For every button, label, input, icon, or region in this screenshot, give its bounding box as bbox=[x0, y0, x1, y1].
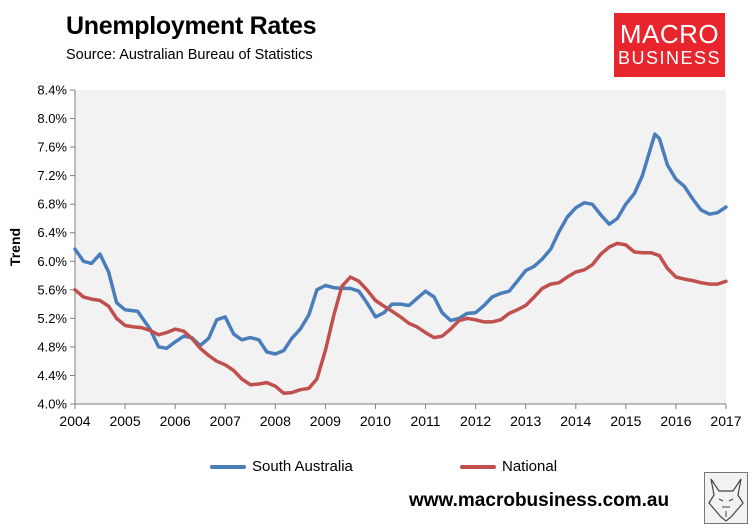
y-tick-label: 8.0% bbox=[37, 111, 67, 126]
y-tick-label: 8.4% bbox=[37, 83, 67, 98]
legend-swatch-national bbox=[460, 464, 496, 469]
legend-label-south-australia: South Australia bbox=[252, 458, 353, 475]
fox-sketch-icon bbox=[704, 472, 748, 524]
logo-line-2: BUSINESS bbox=[617, 48, 722, 68]
website-link[interactable]: www.macrobusiness.com.au bbox=[409, 490, 670, 511]
x-tick-label: 2007 bbox=[210, 413, 241, 429]
x-tick-label: 2008 bbox=[260, 413, 291, 429]
chart-title: Unemployment Rates bbox=[66, 12, 317, 40]
x-tick-label: 2012 bbox=[460, 413, 491, 429]
legend-label-national: National bbox=[502, 458, 558, 475]
y-axis-label: Trend bbox=[7, 228, 23, 266]
y-tick-label: 7.6% bbox=[37, 140, 67, 155]
y-tick-label: 5.2% bbox=[37, 311, 67, 326]
y-tick-label: 6.8% bbox=[37, 197, 67, 212]
x-tick-label: 2009 bbox=[310, 413, 341, 429]
x-tick-label: 2013 bbox=[510, 413, 541, 429]
legend-south-australia: South Australia bbox=[210, 458, 353, 475]
macrobusiness-logo[interactable]: MACRO BUSINESS bbox=[614, 13, 725, 77]
legend-national: National bbox=[460, 458, 557, 475]
y-tick-label: 5.6% bbox=[37, 282, 67, 297]
x-tick-label: 2017 bbox=[710, 413, 741, 429]
series-line-national bbox=[73, 241, 728, 396]
y-tick-label: 4.0% bbox=[37, 397, 67, 412]
logo-line-1: MACRO bbox=[619, 19, 720, 49]
x-tick-label: 2016 bbox=[660, 413, 691, 429]
chart-source: Source: Australian Bureau of Statistics bbox=[66, 47, 313, 63]
y-tick-label: 6.0% bbox=[37, 254, 67, 269]
legend-swatch-south-australia bbox=[210, 464, 246, 469]
x-tick-label: 2006 bbox=[160, 413, 191, 429]
y-tick-label: 4.4% bbox=[37, 368, 67, 383]
y-tick-label: 4.8% bbox=[37, 339, 67, 354]
x-tick-label: 2015 bbox=[610, 413, 641, 429]
x-tick-label: 2004 bbox=[59, 413, 90, 429]
x-tick-label: 2010 bbox=[360, 413, 391, 429]
x-tick-label: 2005 bbox=[109, 413, 140, 429]
x-tick-label: 2014 bbox=[560, 413, 591, 429]
x-tick-label: 2011 bbox=[410, 413, 440, 429]
y-tick-label: 7.2% bbox=[37, 168, 67, 183]
plot-area bbox=[75, 90, 726, 404]
y-tick-label: 6.4% bbox=[37, 225, 67, 240]
